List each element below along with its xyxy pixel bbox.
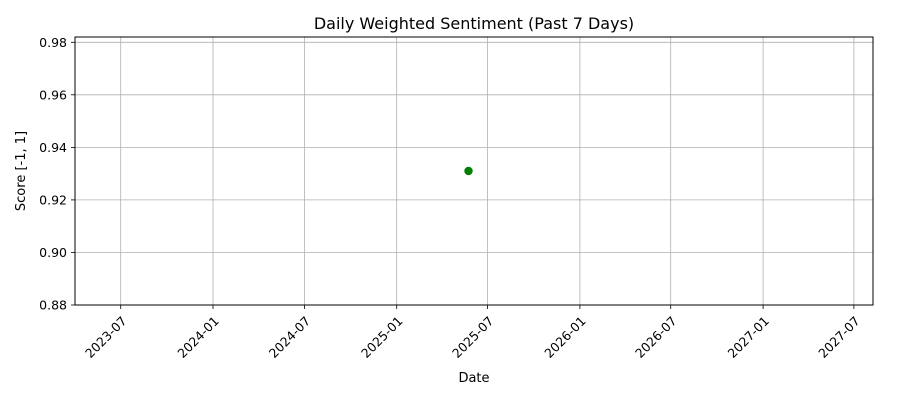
y-tick-label: 0.98 [39, 35, 67, 50]
y-tick-label: 0.90 [39, 245, 67, 260]
y-tick-label: 0.94 [39, 140, 67, 155]
y-tick-label: 0.96 [39, 87, 67, 102]
data-point [464, 166, 473, 176]
data-points [464, 166, 473, 176]
x-axis-label: Date [458, 371, 489, 386]
y-axis: 0.88 0.90 0.92 0.94 0.96 0.98 [39, 35, 75, 313]
chart-title: Daily Weighted Sentiment (Past 7 Days) [314, 14, 634, 33]
y-tick-label: 0.92 [39, 192, 67, 207]
y-tick-label: 0.88 [39, 298, 67, 313]
plot-frame [74, 36, 874, 306]
y-axis-label: Score [-1, 1] [14, 131, 29, 211]
